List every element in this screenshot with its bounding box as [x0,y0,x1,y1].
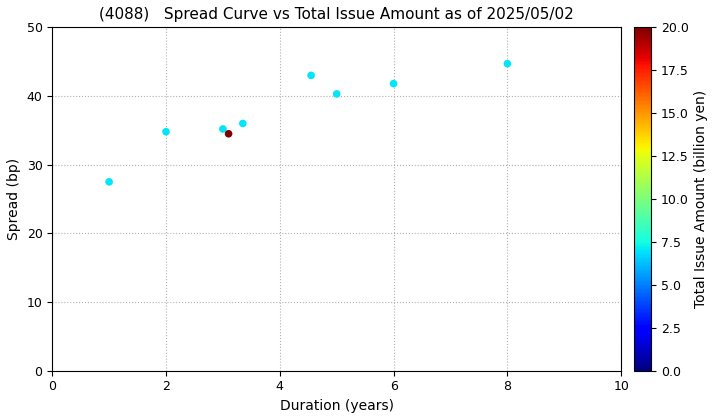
X-axis label: Duration (years): Duration (years) [279,399,394,413]
Point [388,80,400,87]
Y-axis label: Spread (bp): Spread (bp) [7,158,21,240]
Point [237,120,248,127]
Point [331,91,343,97]
Point [305,72,317,79]
Point [161,129,172,135]
Point [217,126,229,132]
Y-axis label: Total Issue Amount (billion yen): Total Issue Amount (billion yen) [694,90,708,308]
Point [104,178,115,185]
Point [222,130,234,137]
Title: (4088)   Spread Curve vs Total Issue Amount as of 2025/05/02: (4088) Spread Curve vs Total Issue Amoun… [99,7,574,22]
Point [502,60,513,67]
